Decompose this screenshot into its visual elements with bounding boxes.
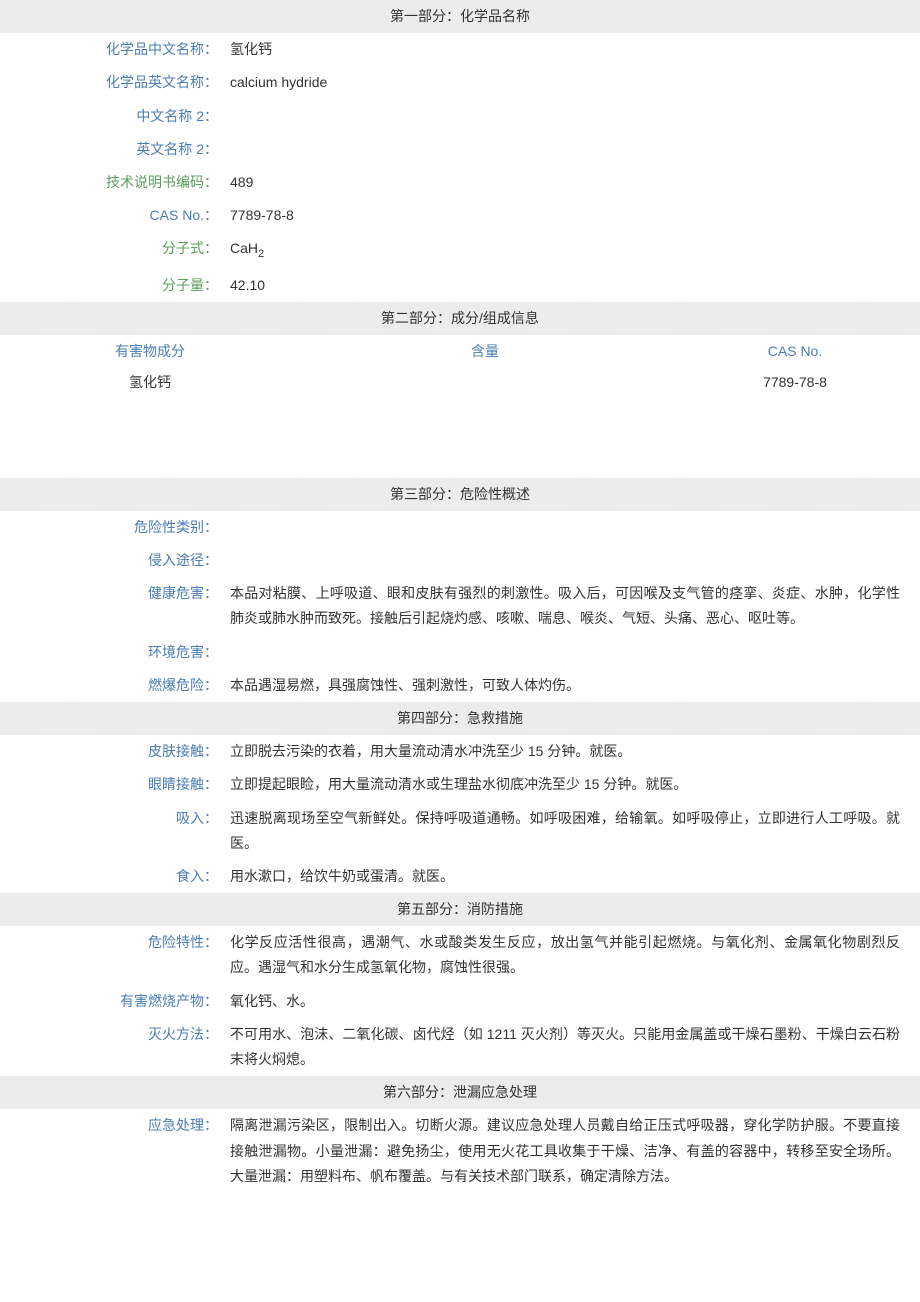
composition-header-row: 有害物成分 含量 CAS No.: [0, 335, 920, 368]
section5-header: 第五部分：消防措施: [0, 893, 920, 926]
section3-header: 第三部分：危险性概述: [0, 478, 920, 511]
value-weight: 42.10: [230, 273, 920, 298]
label-ingest: 食入：: [0, 864, 230, 889]
field-row: 有害燃烧产物： 氧化钙、水。: [0, 985, 920, 1018]
field-row: CAS No.： 7789-78-8: [0, 199, 920, 232]
value-formula: CaH2: [230, 236, 920, 265]
label-product: 有害燃烧产物：: [0, 989, 230, 1014]
label-weight: 分子量：: [0, 273, 230, 298]
label-inhale: 吸入：: [0, 806, 230, 856]
spacer: [0, 398, 920, 478]
value-name-en: calcium hydride: [230, 70, 920, 95]
label-method: 灭火方法：: [0, 1022, 230, 1072]
label-name-cn: 化学品中文名称：: [0, 37, 230, 62]
value-name-cn2: [230, 104, 920, 129]
section6-header: 第六部分：泄漏应急处理: [0, 1076, 920, 1109]
field-row: 健康危害： 本品对粘膜、上呼吸道、眼和皮肤有强烈的刺激性。吸入后，可因喉及支气管…: [0, 577, 920, 635]
comp-header-content: 含量: [300, 339, 670, 364]
value-hazard: 化学反应活性很高，遇潮气、水或酸类发生反应，放出氢气并能引起燃烧。与氧化剂、金属…: [230, 930, 920, 980]
field-row: 分子量： 42.10: [0, 269, 920, 302]
value-method: 不可用水、泡沫、二氧化碳、卤代烃（如 1211 灭火剂）等灭火。只能用金属盖或干…: [230, 1022, 920, 1072]
field-row: 分子式： CaH2: [0, 232, 920, 269]
comp-value-cas: 7789-78-8: [670, 370, 920, 395]
label-code: 技术说明书编码：: [0, 170, 230, 195]
field-row: 环境危害：: [0, 636, 920, 669]
field-row: 化学品英文名称： calcium hydride: [0, 66, 920, 99]
field-row: 英文名称 2：: [0, 133, 920, 166]
field-row: 危险特性： 化学反应活性很高，遇潮气、水或酸类发生反应，放出氢气并能引起燃烧。与…: [0, 926, 920, 984]
field-row: 应急处理： 隔离泄漏污染区，限制出入。切断火源。建议应急处理人员戴自给正压式呼吸…: [0, 1109, 920, 1193]
field-row: 中文名称 2：: [0, 100, 920, 133]
label-cas: CAS No.：: [0, 203, 230, 228]
label-route: 侵入途径：: [0, 548, 230, 573]
value-explosion: 本品遇湿易燃，具强腐蚀性、强刺激性，可致人体灼伤。: [230, 673, 920, 698]
value-name-cn: 氢化钙: [230, 37, 920, 62]
comp-header-component: 有害物成分: [0, 339, 300, 364]
label-health: 健康危害：: [0, 581, 230, 631]
value-inhale: 迅速脱离现场至空气新鲜处。保持呼吸道通畅。如呼吸困难，给输氧。如呼吸停止，立即进…: [230, 806, 920, 856]
field-row: 化学品中文名称： 氢化钙: [0, 33, 920, 66]
field-row: 皮肤接触： 立即脱去污染的衣着，用大量流动清水冲洗至少 15 分钟。就医。: [0, 735, 920, 768]
section2-header: 第二部分：成分/组成信息: [0, 302, 920, 335]
label-formula: 分子式：: [0, 236, 230, 265]
field-row: 灭火方法： 不可用水、泡沫、二氧化碳、卤代烃（如 1211 灭火剂）等灭火。只能…: [0, 1018, 920, 1076]
section4-header: 第四部分：急救措施: [0, 702, 920, 735]
field-row: 侵入途径：: [0, 544, 920, 577]
comp-value-content: [300, 370, 670, 395]
composition-data-row: 氢化钙 7789-78-8: [0, 368, 920, 397]
label-eye: 眼睛接触：: [0, 772, 230, 797]
label-category: 危险性类别：: [0, 515, 230, 540]
value-emergency: 隔离泄漏污染区，限制出入。切断火源。建议应急处理人员戴自给正压式呼吸器，穿化学防…: [230, 1113, 920, 1189]
value-skin: 立即脱去污染的衣着，用大量流动清水冲洗至少 15 分钟。就医。: [230, 739, 920, 764]
label-skin: 皮肤接触：: [0, 739, 230, 764]
value-category: [230, 515, 920, 540]
label-name-en: 化学品英文名称：: [0, 70, 230, 95]
value-code: 489: [230, 170, 920, 195]
field-row: 危险性类别：: [0, 511, 920, 544]
label-name-cn2: 中文名称 2：: [0, 104, 230, 129]
value-health: 本品对粘膜、上呼吸道、眼和皮肤有强烈的刺激性。吸入后，可因喉及支气管的痉挛、炎症…: [230, 581, 920, 631]
field-row: 技术说明书编码： 489: [0, 166, 920, 199]
comp-value-component: 氢化钙: [0, 370, 300, 395]
value-name-en2: [230, 137, 920, 162]
value-route: [230, 548, 920, 573]
label-emergency: 应急处理：: [0, 1113, 230, 1189]
value-env: [230, 640, 920, 665]
value-ingest: 用水漱口，给饮牛奶或蛋清。就医。: [230, 864, 920, 889]
field-row: 吸入： 迅速脱离现场至空气新鲜处。保持呼吸道通畅。如呼吸困难，给输氧。如呼吸停止…: [0, 802, 920, 860]
field-row: 眼睛接触： 立即提起眼睑，用大量流动清水或生理盐水彻底冲洗至少 15 分钟。就医…: [0, 768, 920, 801]
field-row: 燃爆危险： 本品遇湿易燃，具强腐蚀性、强刺激性，可致人体灼伤。: [0, 669, 920, 702]
value-eye: 立即提起眼睑，用大量流动清水或生理盐水彻底冲洗至少 15 分钟。就医。: [230, 772, 920, 797]
label-hazard: 危险特性：: [0, 930, 230, 980]
label-env: 环境危害：: [0, 640, 230, 665]
field-row: 食入： 用水漱口，给饮牛奶或蛋清。就医。: [0, 860, 920, 893]
value-cas: 7789-78-8: [230, 203, 920, 228]
comp-header-cas: CAS No.: [670, 339, 920, 364]
value-product: 氧化钙、水。: [230, 989, 920, 1014]
label-explosion: 燃爆危险：: [0, 673, 230, 698]
section1-header: 第一部分：化学品名称: [0, 0, 920, 33]
label-name-en2: 英文名称 2：: [0, 137, 230, 162]
